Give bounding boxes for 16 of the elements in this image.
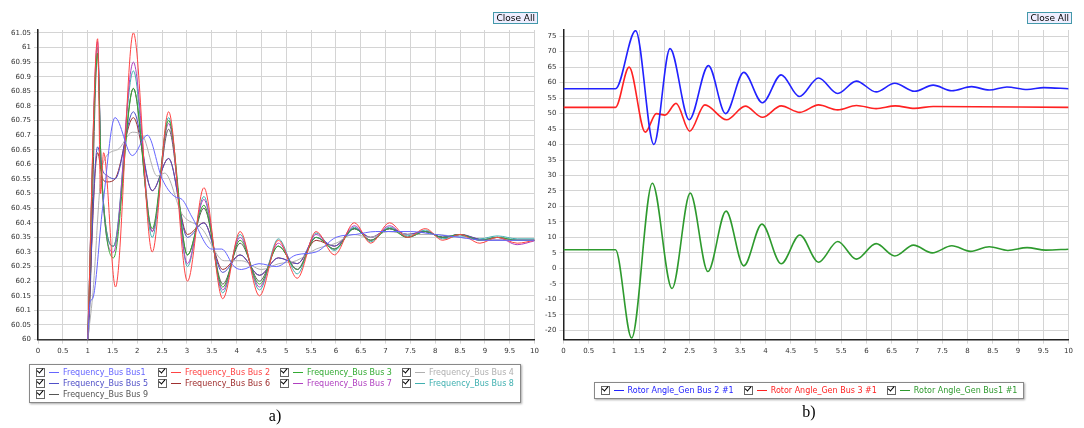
legend-label: Frequency_Bus Bus 6 xyxy=(185,379,270,388)
legend-label: Frequency_Bus Bus 2 xyxy=(185,368,270,377)
legend-label: Rotor Angle_Gen Bus 2 #1 xyxy=(627,386,734,395)
text: b) xyxy=(801,403,817,421)
text: Close All xyxy=(1027,12,1072,24)
legend-label: Frequency_Bus Bus 5 xyxy=(63,379,149,388)
legend-label: Frequency_Bus Bus 4 xyxy=(428,368,514,377)
legend-label: Frequency_Bus Bus1 xyxy=(63,368,146,377)
legend-label: Frequency_Bus Bus 3 xyxy=(307,368,392,377)
legend-label: Rotor Angle_Gen Bus1 #1 xyxy=(913,386,1018,395)
legend-label: Frequency_Bus Bus 9 xyxy=(63,390,149,399)
text: Close All xyxy=(493,12,538,24)
legend-label: Frequency_Bus Bus 7 xyxy=(307,379,392,388)
text: a) xyxy=(267,407,283,425)
legend-label: Frequency_Bus Bus 8 xyxy=(428,379,514,388)
legend-label: Rotor Angle_Gen Bus 3 #1 xyxy=(770,386,877,395)
